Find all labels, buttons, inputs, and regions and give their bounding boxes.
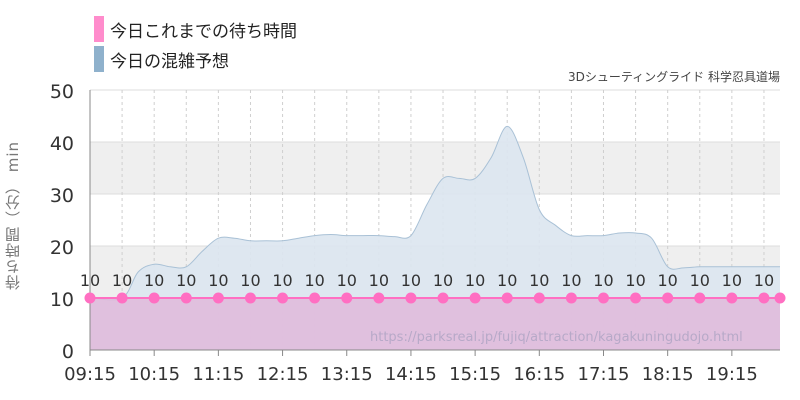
legend: 今日これまでの待ち時間 今日の混雑予想: [94, 14, 297, 74]
x-tick-label: 17:15: [578, 364, 630, 385]
x-tick-label: 09:15: [64, 364, 116, 385]
data-point: [533, 292, 545, 304]
data-point: [180, 292, 192, 304]
data-label: 10: [401, 271, 421, 290]
data-label: 10: [176, 271, 196, 290]
data-point: [662, 292, 674, 304]
data-point: [148, 292, 160, 304]
data-point: [373, 292, 385, 304]
data-point: [630, 292, 642, 304]
y-tick-label: 0: [62, 341, 74, 363]
legend-label-forecast: 今日の混雑予想: [110, 51, 229, 72]
x-tick-label: 18:15: [642, 364, 694, 385]
data-label: 10: [561, 271, 581, 290]
data-point: [277, 292, 289, 304]
data-label: 10: [722, 271, 742, 290]
y-tick-label: 50: [50, 81, 74, 103]
data-point: [212, 292, 224, 304]
data-label: 10: [690, 271, 710, 290]
data-point: [244, 292, 256, 304]
data-point: [469, 292, 481, 304]
legend-swatch-actual: [94, 16, 104, 42]
data-label: 10: [304, 271, 324, 290]
data-point: [774, 292, 786, 304]
data-label: 10: [529, 271, 549, 290]
x-tick-label: 10:15: [128, 364, 180, 385]
chart-subtitle: 3Dシューティングライド 科学忍具道場: [568, 70, 780, 84]
y-axis-label: 待ち時間（分） min: [4, 140, 22, 290]
forecast-area: [90, 126, 780, 351]
data-point: [501, 292, 513, 304]
data-label: 10: [465, 271, 485, 290]
data-point: [84, 292, 96, 304]
legend-item-forecast[interactable]: 今日の混雑予想: [94, 44, 297, 74]
x-tick-label: 12:15: [257, 364, 309, 385]
data-label: 10: [112, 271, 132, 290]
forecast-line: [89, 125, 780, 301]
y-tick-label: 30: [50, 185, 74, 207]
x-tick-label: 11:15: [192, 364, 244, 385]
data-point: [116, 292, 128, 304]
data-point: [758, 292, 770, 304]
data-label: 10: [80, 271, 100, 290]
source-url-watermark: https://parksreal.jp/fujiq/attraction/ka…: [370, 330, 743, 345]
x-tick-label: 14:15: [385, 364, 437, 385]
data-label: 10: [593, 271, 613, 290]
y-tick-label: 10: [50, 289, 74, 311]
data-label: 10: [208, 271, 228, 290]
x-tick-label: 16:15: [513, 364, 565, 385]
grid-band: [90, 142, 780, 194]
y-tick-label: 20: [50, 237, 74, 259]
data-label: 10: [657, 271, 677, 290]
data-label: 10: [497, 271, 517, 290]
legend-item-actual[interactable]: 今日これまでの待ち時間: [94, 14, 297, 44]
x-tick-label: 13:15: [321, 364, 373, 385]
data-point: [726, 292, 738, 304]
data-point: [405, 292, 417, 304]
data-label: 10: [369, 271, 389, 290]
data-label: 10: [754, 271, 774, 290]
data-point: [597, 292, 609, 304]
data-label: 10: [272, 271, 292, 290]
legend-swatch-forecast: [94, 46, 104, 72]
data-point: [341, 292, 353, 304]
data-point: [565, 292, 577, 304]
legend-label-actual: 今日これまでの待ち時間: [110, 21, 297, 42]
data-label: 10: [625, 271, 645, 290]
y-tick-label: 40: [50, 133, 74, 155]
actual-area: [90, 298, 780, 350]
x-tick-label: 15:15: [449, 364, 501, 385]
x-tick-label: 19:15: [706, 364, 758, 385]
data-label: 10: [337, 271, 357, 290]
data-point: [694, 292, 706, 304]
data-label: 10: [240, 271, 260, 290]
data-point: [437, 292, 449, 304]
data-label: 10: [433, 271, 453, 290]
data-label: 10: [144, 271, 164, 290]
data-point: [309, 292, 321, 304]
